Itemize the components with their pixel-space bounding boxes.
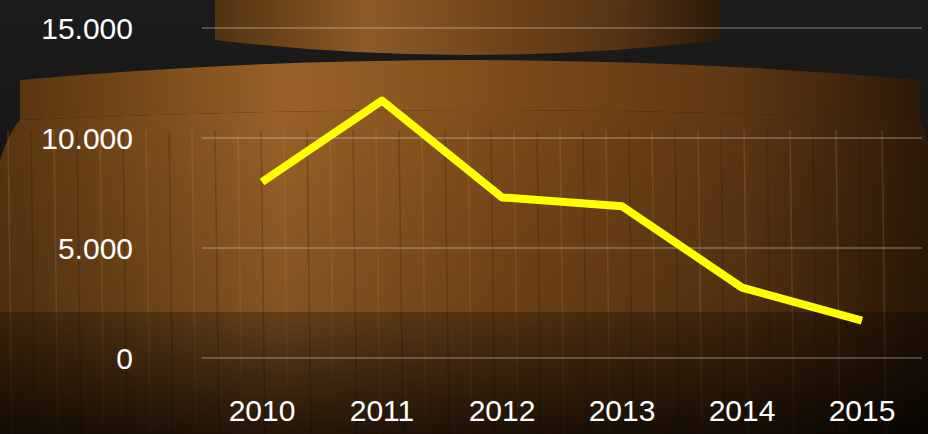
x-tick-label: 2015 bbox=[829, 394, 896, 427]
x-tick-labels: 2010 2011 2012 2013 2014 2015 bbox=[229, 394, 896, 427]
data-line bbox=[262, 101, 862, 321]
grid-line bbox=[202, 28, 922, 29]
y-tick-label: 10.000 bbox=[41, 122, 133, 155]
y-tick-label: 5.000 bbox=[58, 232, 133, 265]
y-tick-labels: 0 5.000 10.000 15.000 bbox=[41, 12, 133, 375]
grid-line bbox=[202, 358, 922, 359]
x-tick-label: 2010 bbox=[229, 394, 296, 427]
grid-line bbox=[202, 138, 922, 139]
series bbox=[262, 101, 862, 321]
wood-reflection bbox=[0, 312, 928, 434]
wood-shade bbox=[0, 100, 928, 434]
x-tick-label: 2013 bbox=[589, 394, 656, 427]
y-tick-label: 15.000 bbox=[41, 12, 133, 45]
x-tick-label: 2012 bbox=[469, 394, 536, 427]
grid-line bbox=[202, 248, 922, 249]
y-axis-line bbox=[202, 28, 203, 358]
background bbox=[0, 0, 928, 434]
chart: 05.00010.00015.0002010201120122013201420… bbox=[0, 0, 928, 434]
x-tick-label: 2014 bbox=[709, 394, 776, 427]
y-tick-label: 0 bbox=[116, 342, 133, 375]
x-tick-label: 2011 bbox=[350, 394, 415, 427]
grid bbox=[202, 28, 922, 358]
